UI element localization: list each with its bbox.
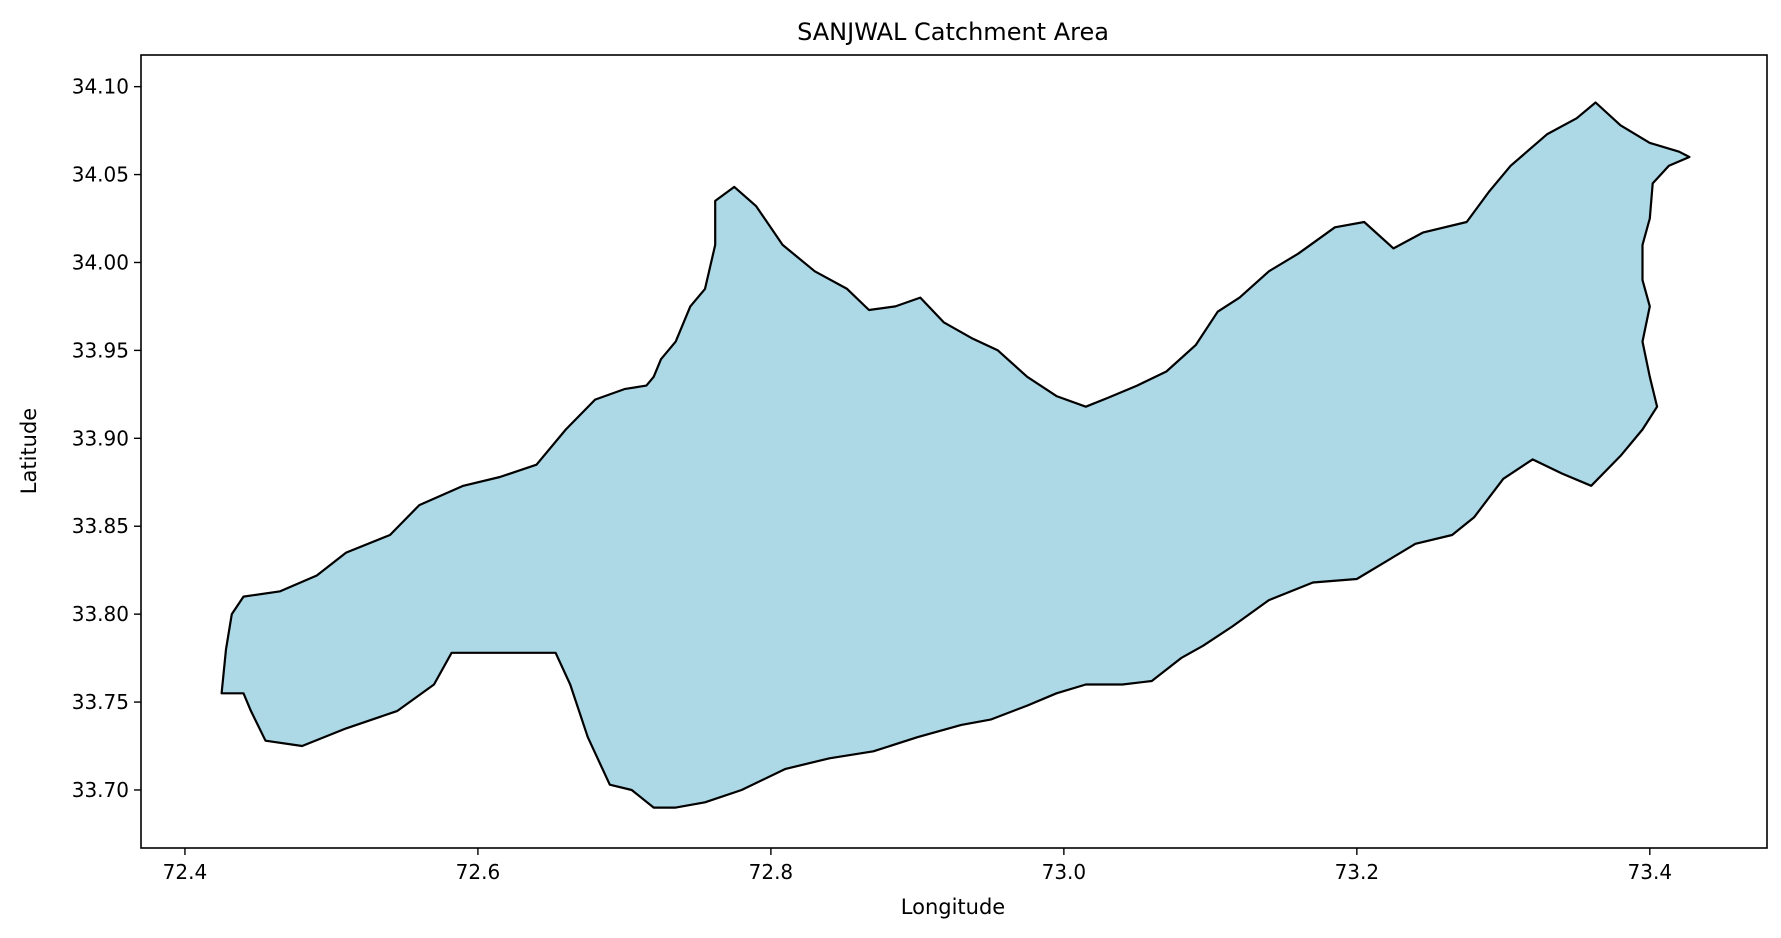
- y-tick-label: 33.70: [72, 778, 129, 802]
- chart-title: SANJWAL Catchment Area: [797, 18, 1109, 46]
- y-tick-label: 33.75: [72, 690, 129, 714]
- y-axis-title: Latitude: [17, 408, 41, 494]
- x-tick-label: 73.4: [1628, 860, 1673, 884]
- y-axis: 33.70 33.75 33.80 33.85 33.90 33.95 34.00 34.05…: [72, 75, 141, 802]
- y-tick-label: 33.95: [72, 338, 129, 362]
- x-tick-label: 73.2: [1335, 860, 1380, 884]
- x-axis: 72.4 72.6 72.8 73.0 73.2 73.4: [163, 848, 1672, 884]
- x-tick-label: 72.6: [456, 860, 501, 884]
- y-tick-label: 33.85: [72, 514, 129, 538]
- x-tick-label: 73.0: [1042, 860, 1087, 884]
- x-tick-label: 72.4: [163, 860, 208, 884]
- y-tick-label: 34.10: [72, 75, 129, 99]
- plot-frame: [140, 54, 1768, 849]
- catchment-boundary: [220, 101, 1691, 809]
- y-tick-label: 33.90: [72, 426, 129, 450]
- y-tick-label: 34.05: [72, 163, 129, 187]
- x-tick-label: 72.8: [749, 860, 794, 884]
- y-tick-label: 33.80: [72, 602, 129, 626]
- x-axis-title: Longitude: [901, 895, 1005, 919]
- marks-layer: [220, 101, 1691, 809]
- y-tick-label: 34.00: [72, 250, 129, 274]
